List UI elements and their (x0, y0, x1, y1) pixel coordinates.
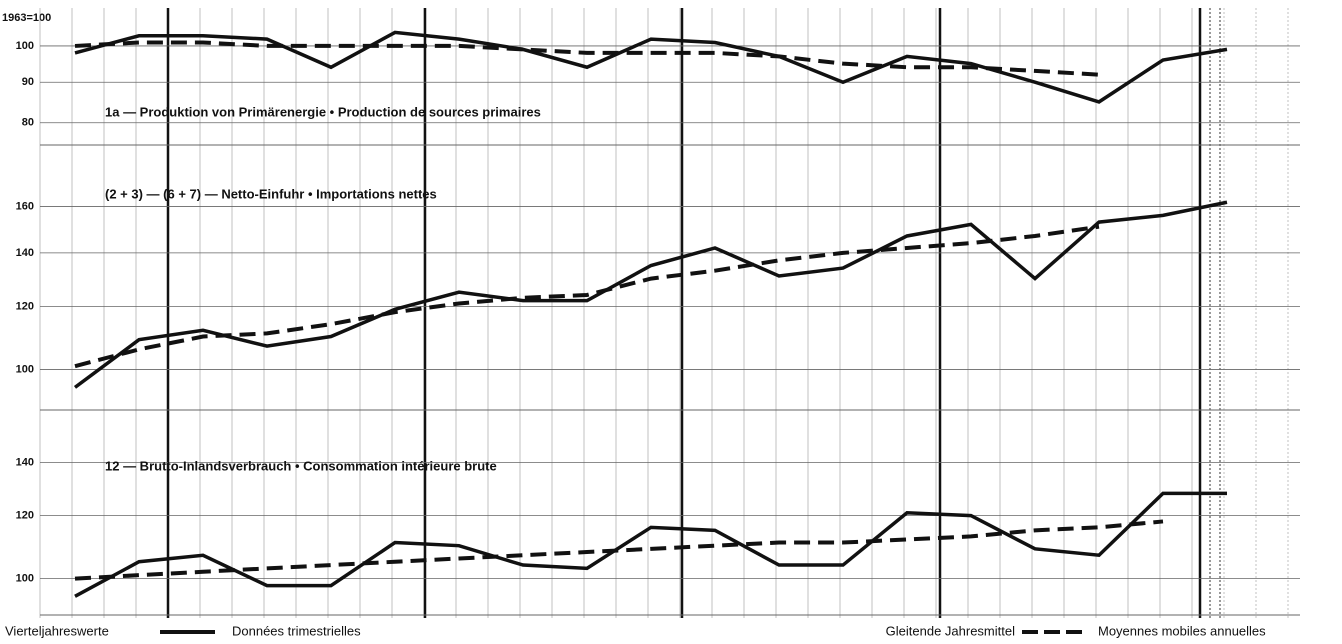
y-tick-label: 100 (16, 40, 34, 52)
y-tick-label: 100 (16, 573, 34, 585)
quarterly-line (74, 491, 1227, 598)
y-tick-label: 80 (22, 117, 34, 129)
y-tick-label: 140 (16, 247, 34, 259)
panel-title: (2 + 3) — (6 + 7) — Netto-Einfuhr • Impo… (105, 186, 437, 201)
legend-label: Gleitende Jahresmittel (886, 623, 1015, 638)
quarterly-line (74, 30, 1228, 104)
moving-average-line (74, 224, 1100, 369)
quarterly-line (73, 200, 1228, 389)
index-base: 1963=100 (2, 12, 51, 24)
y-tick-label: 120 (16, 510, 34, 522)
y-tick-label: 90 (22, 76, 34, 88)
y-tick-label: 120 (16, 300, 34, 312)
legend-label: Données trimestrielles (232, 623, 361, 638)
y-tick-label: 160 (16, 200, 34, 212)
moving-average-line (74, 519, 1164, 581)
y-tick-label: 100 (16, 363, 34, 375)
moving-average-line (74, 40, 1100, 77)
panel-title: 12 — Brutto-Inlandsverbrauch • Consommat… (105, 458, 497, 473)
panel-title: 1a — Produktion von Primärenergie • Prod… (105, 104, 541, 119)
legend-label: Moyennes mobiles annuelles (1098, 623, 1266, 638)
legend-label: Vierteljahreswerte (5, 623, 109, 638)
y-tick-label: 140 (16, 456, 34, 468)
